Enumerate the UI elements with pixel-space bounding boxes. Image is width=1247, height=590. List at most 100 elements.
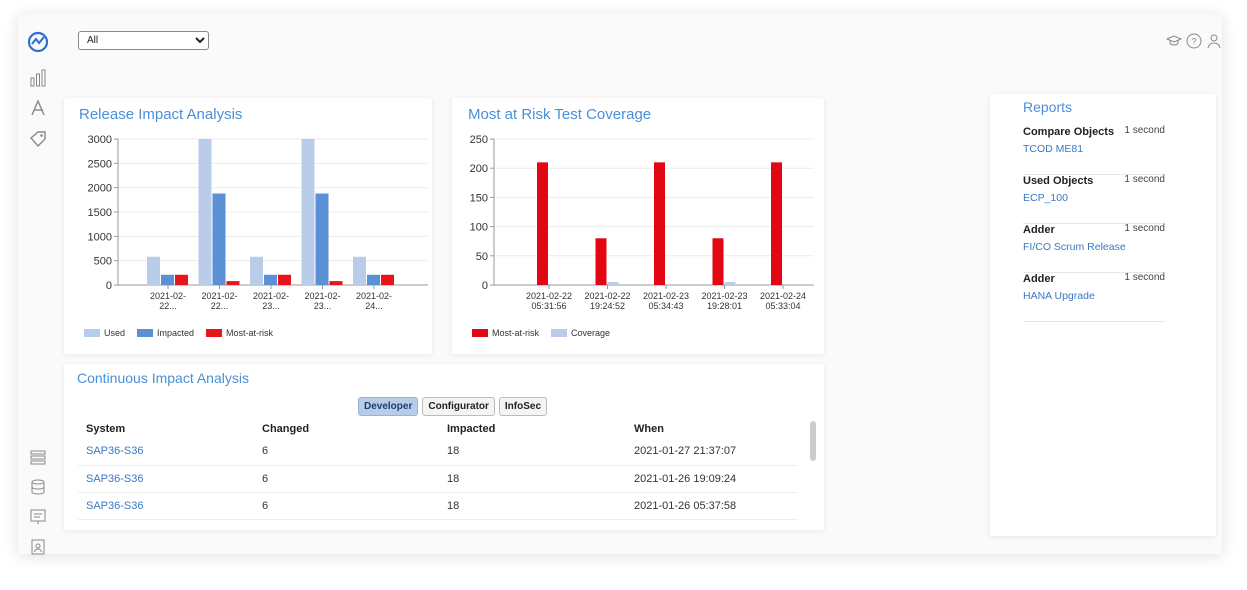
table-scrollbar[interactable] (810, 421, 816, 461)
legend-item-coverage: Coverage (551, 328, 610, 338)
user-icon[interactable] (1205, 32, 1223, 50)
x-tick-label: 2021-02- (253, 291, 289, 301)
graduation-cap-icon[interactable] (1165, 32, 1183, 50)
x-tick-label: 23... (262, 301, 280, 311)
report-link[interactable]: TCOD ME81 (1023, 143, 1084, 155)
x-tick-label: 2021-02-23 (701, 291, 747, 301)
legend-label: Used (104, 328, 126, 338)
bar-impacted (161, 274, 174, 285)
list-icon[interactable] (26, 445, 50, 469)
table-row: SAP36-S36 6 18 2021-01-27 21:37:07 (78, 438, 798, 466)
x-tick-label: 2021-02-23 (643, 291, 689, 301)
cell-system: SAP36-S36 (78, 465, 254, 493)
legend-swatch (84, 329, 100, 337)
release-impact-title: Release Impact Analysis (79, 106, 243, 123)
legend-item-used: Used (84, 328, 125, 338)
y-tick-label: 500 (94, 256, 112, 268)
col-impacted[interactable]: Impacted (447, 423, 496, 435)
continuous-impact-title: Continuous Impact Analysis (77, 370, 249, 386)
release-impact-card (64, 98, 432, 354)
tab-configurator[interactable]: Configurator (422, 397, 495, 416)
legend-item-impacted: Impacted (137, 328, 194, 338)
report-time: 1 second (1124, 223, 1165, 234)
reports-title: Reports (1023, 99, 1073, 115)
y-tick-label: 0 (482, 280, 488, 292)
risk-coverage-card (452, 98, 824, 354)
logo-icon[interactable] (26, 30, 50, 54)
bar-used (250, 256, 263, 285)
system-filter-select[interactable]: All (78, 31, 209, 50)
cell-impacted: 18 (439, 465, 626, 493)
report-name: Adder (1023, 224, 1055, 236)
legend-label: Impacted (157, 328, 195, 338)
user-card-icon[interactable] (26, 535, 50, 559)
presentation-icon[interactable] (26, 505, 50, 529)
tab-infosec[interactable]: InfoSec (498, 397, 548, 416)
bar-impacted (212, 193, 226, 285)
report-item: Used Objects 1 second ECP_100 (1023, 174, 1165, 224)
tab-developer[interactable]: Developer (358, 397, 419, 416)
bar-used (147, 256, 160, 285)
x-tick-label: 2021-02-22 (526, 291, 572, 301)
y-tick-label: 100 (470, 222, 488, 234)
legend-label: Coverage (571, 328, 611, 338)
y-tick-label: 2500 (88, 158, 112, 170)
x-tick-label: 24... (365, 301, 383, 311)
bar-most-at-risk (654, 162, 665, 285)
x-tick-label: 19:24:52 (590, 301, 625, 311)
report-link[interactable]: FI/CO Scrum Release (1023, 241, 1126, 253)
bar-most-at-risk (329, 281, 343, 285)
system-link[interactable]: SAP36-S36 (86, 499, 144, 512)
report-link[interactable]: ECP_100 (1023, 192, 1068, 204)
cell-changed: 6 (254, 438, 439, 466)
y-tick-label: 50 (476, 251, 488, 263)
legend-label: Most-at-risk (492, 328, 539, 338)
report-link[interactable]: HANA Upgrade (1023, 290, 1095, 302)
y-tick-label: 3000 (88, 134, 112, 146)
help-icon[interactable]: ? (1185, 32, 1203, 50)
release-impact-legend: Used Impacted Most-at-risk (84, 328, 273, 338)
system-link[interactable]: SAP36-S36 (86, 445, 144, 458)
sidebar (24, 24, 54, 564)
cell-system: SAP36-S36 (78, 438, 254, 466)
cell-impacted: 18 (439, 492, 626, 520)
compass-icon[interactable] (26, 96, 50, 120)
bar-impacted (264, 274, 277, 285)
system-link[interactable]: SAP36-S36 (86, 472, 144, 485)
y-tick-label: 0 (106, 280, 112, 292)
legend-label: Most-at-risk (226, 328, 274, 338)
tag-icon[interactable] (26, 127, 50, 151)
x-tick-label: 2021-02- (356, 291, 392, 301)
risk-coverage-legend: Most-at-risk Coverage (472, 328, 610, 338)
x-tick-label: 19:28:01 (707, 301, 742, 311)
x-tick-label: 2021-02-24 (760, 291, 806, 301)
x-tick-label: 22... (211, 301, 229, 311)
report-time: 1 second (1124, 174, 1165, 185)
x-tick-label: 22... (159, 301, 177, 311)
header-actions: ? (1165, 32, 1223, 50)
bar-most-at-risk (771, 162, 782, 285)
report-name: Used Objects (1023, 175, 1094, 187)
report-name: Adder (1023, 273, 1055, 285)
y-tick-label: 200 (470, 163, 488, 175)
report-time: 1 second (1124, 272, 1165, 283)
bar-impacted (367, 274, 380, 285)
col-changed[interactable]: Changed (262, 423, 310, 435)
y-tick-label: 2000 (88, 183, 112, 195)
x-tick-label: 2021-02- (150, 291, 186, 301)
bar-chart-icon[interactable] (26, 66, 50, 90)
table-row: SAP36-S36 6 18 2021-01-26 05:37:58 (78, 492, 798, 520)
legend-swatch (137, 329, 154, 337)
cell-when: 2021-01-26 05:37:58 (626, 492, 798, 520)
reports-panel: Reports Compare Objects 1 second TCOD ME… (990, 94, 1216, 536)
report-time: 1 second (1124, 125, 1165, 136)
x-tick-label: 2021-02- (201, 291, 237, 301)
database-icon[interactable] (26, 475, 50, 499)
bar-coverage (607, 282, 619, 285)
y-tick-label: 250 (470, 134, 488, 146)
x-tick-label: 2021-02- (304, 291, 340, 301)
bar-most-at-risk (537, 162, 548, 285)
col-when[interactable]: When (634, 423, 664, 435)
col-system[interactable]: System (86, 423, 126, 435)
cell-when: 2021-01-26 19:09:24 (626, 465, 798, 493)
